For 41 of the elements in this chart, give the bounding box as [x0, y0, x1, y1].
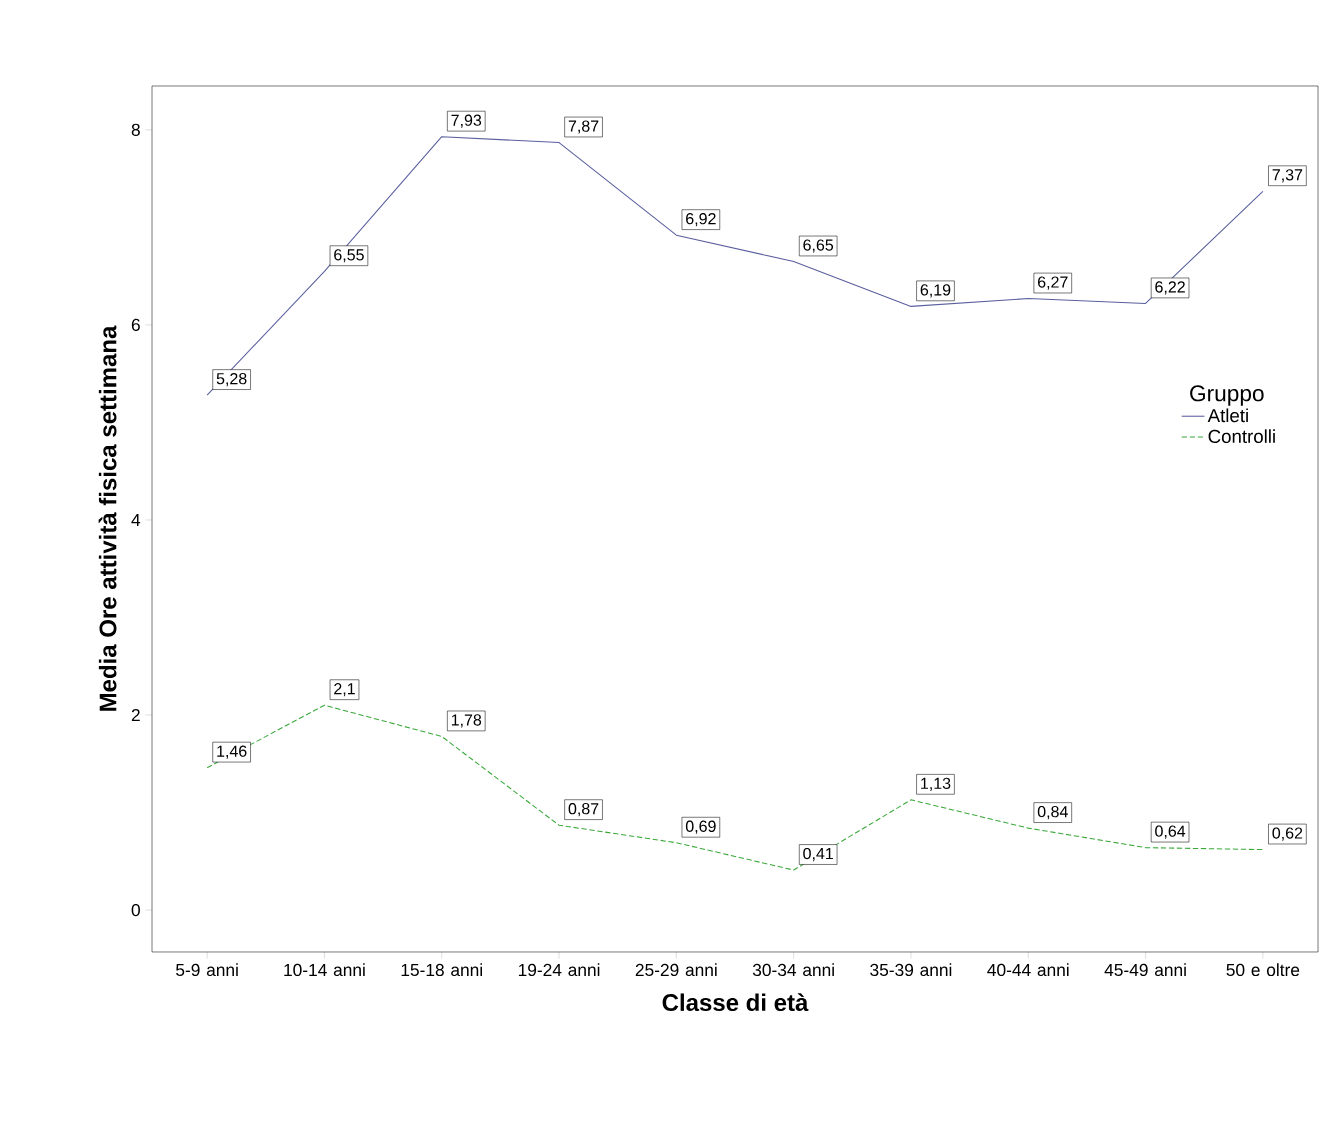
data-label: 5,28	[216, 372, 247, 387]
x-tick-label: 5-9 anni	[176, 963, 238, 977]
data-label: 6,65	[803, 239, 834, 253]
y-tick-label: 2	[131, 708, 140, 722]
legend-label: Atleti	[1207, 408, 1248, 423]
line-series	[206, 704, 1264, 871]
x-tick-label: 35-39 anni	[870, 963, 952, 977]
x-tick-label: 25-29 anni	[635, 963, 717, 977]
data-label: 0,84	[1037, 805, 1068, 820]
data-label: 0,62	[1272, 827, 1303, 841]
y-tick-label: 6	[131, 318, 140, 332]
y-tick-label: 8	[131, 123, 140, 137]
data-label: 0,64	[1155, 825, 1186, 839]
x-tick-label: 19-24 anni	[518, 963, 600, 977]
x-tick-label: 30-34 anni	[752, 963, 834, 977]
data-label: 0,69	[685, 820, 716, 834]
x-tick-label: 50 e oltre	[1226, 963, 1300, 977]
x-tick-label: 10-14 anni	[284, 963, 365, 977]
data-label: 6,19	[920, 284, 951, 298]
data-label: 2,1	[334, 683, 355, 697]
x-tick-label: 45-49 anni	[1104, 963, 1186, 977]
x-tick-label: 15-18 anni	[401, 963, 482, 977]
data-label: 0,87	[568, 803, 599, 817]
y-axis-title: Media Ore attività fisica settimana	[98, 325, 117, 711]
data-label: 1,78	[451, 714, 482, 728]
y-tick-label: 0	[131, 903, 140, 917]
data-label: 6,55	[334, 249, 364, 263]
data-label: 1,46	[217, 745, 247, 759]
data-label: 6,22	[1155, 281, 1185, 295]
legend-label: Controlli	[1208, 429, 1275, 444]
x-tick-label: 40-44 anni	[987, 963, 1069, 977]
y-tick-label: 4	[131, 514, 141, 526]
legend-title: Gruppo	[1190, 385, 1264, 406]
data-label: 7,93	[451, 114, 482, 128]
x-axis-title: Classe di età	[662, 993, 809, 1012]
data-label: 1,13	[921, 777, 951, 791]
data-label: 6,92	[686, 213, 716, 227]
data-label: 7,37	[1272, 169, 1303, 183]
data-label: 7,87	[568, 120, 599, 134]
data-label: 6,27	[1038, 276, 1068, 290]
data-label: 0,41	[803, 847, 833, 862]
